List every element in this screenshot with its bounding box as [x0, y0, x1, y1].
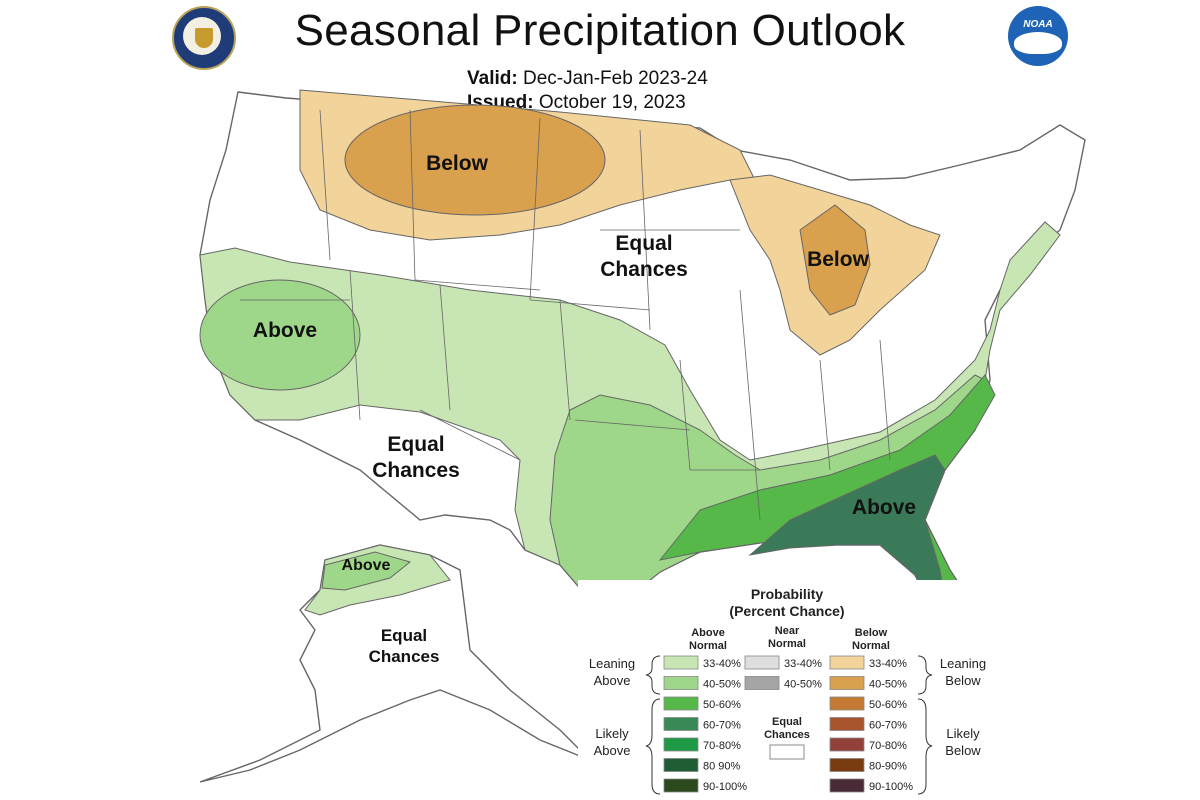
region-above-60-70 — [748, 454, 946, 606]
legend-title-1: Probability — [751, 586, 824, 602]
legend-below-swatch — [829, 696, 865, 711]
legend-col-above-1: Above — [691, 627, 725, 639]
legend-below-label: 40-50% — [869, 679, 907, 691]
label-above-alaska: Above — [342, 557, 391, 574]
legend-above-swatch — [663, 655, 699, 670]
legend-near-swatch — [744, 676, 780, 690]
noaa-wave-icon — [1014, 32, 1062, 54]
issued-value: October 19, 2023 — [538, 92, 686, 113]
legend-likely-above-2: Above — [594, 743, 631, 758]
legend-near-label: 40-50% — [784, 679, 822, 691]
label-equal-alaska-2: Chances — [369, 647, 440, 666]
label-equal-southwest-1: Equal — [387, 433, 444, 456]
legend-col-near-1: Near — [775, 625, 800, 637]
legend-above-label: 70-80% — [703, 740, 741, 752]
noaa-logo-text: NOAA — [1023, 19, 1053, 30]
legend-background — [578, 580, 998, 798]
legend-below-swatch — [829, 717, 865, 731]
legend-above-swatch — [663, 737, 699, 752]
legend-title-2: (Percent Chance) — [729, 603, 844, 619]
alaska-outline — [199, 544, 591, 783]
region-below-40-50-north — [344, 104, 606, 216]
label-below-north: Below — [426, 152, 489, 175]
legend-braces — [645, 655, 933, 795]
commerce-seal-logo — [172, 6, 236, 70]
legend-above-label: 40-50% — [703, 679, 741, 691]
legend-below-swatch — [829, 676, 865, 690]
seal-shield-icon — [195, 28, 213, 48]
page-title: Seasonal Precipitation Outlook — [294, 6, 906, 55]
legend-below-swatch — [829, 758, 865, 772]
legend-above-label: 90-100% — [703, 781, 747, 793]
legend-equal-swatch — [769, 744, 805, 760]
label-equal-central-2: Chances — [600, 258, 688, 281]
label-above-west: Above — [253, 319, 317, 342]
legend-above-swatch — [663, 696, 699, 711]
legend-col-below-1: Below — [855, 627, 888, 639]
legend-leaning-above-2: Above — [594, 673, 631, 688]
legend-likely-above-1: Likely — [595, 726, 629, 741]
legend-above-swatch — [663, 758, 699, 772]
legend-col-below-2: Normal — [852, 640, 890, 652]
legend-likely-below-2: Below — [945, 743, 981, 758]
legend-equal-1: Equal — [772, 716, 802, 728]
label-below-lakes: Below — [807, 248, 870, 271]
legend-col-near-2: Normal — [768, 638, 806, 650]
legend-col-above-2: Normal — [689, 640, 727, 652]
legend-below-label: 50-60% — [869, 699, 907, 711]
legend: Probability (Percent Chance) Above Norma… — [578, 580, 998, 798]
legend-near-rows: 33-40% 40-50% — [744, 655, 822, 691]
legend-above-swatch — [663, 778, 699, 793]
legend-below-label: 33-40% — [869, 658, 907, 670]
legend-below-label: 80-90% — [869, 761, 907, 773]
legend-below-swatch — [829, 737, 865, 752]
legend-below-swatch — [829, 655, 865, 670]
legend-near-swatch — [744, 655, 780, 670]
legend-below-rows: 33-40% 40-50% 50-60% 60-70% 70-80% 80-90% 90-1… — [829, 655, 913, 793]
region-alaska-above-40-50 — [321, 551, 412, 591]
label-equal-southwest-2: Chances — [372, 459, 460, 482]
state-borders — [240, 109, 891, 521]
legend-near-label: 33-40% — [784, 658, 822, 670]
region-below-40-50-lakes — [799, 204, 871, 316]
legend-above-swatch — [663, 717, 699, 731]
valid-label: Valid: — [467, 68, 518, 89]
legend-above-label: 50-60% — [703, 699, 741, 711]
legend-leaning-below-1: Leaning — [940, 656, 986, 671]
legend-above-label: 33-40% — [703, 658, 741, 670]
legend-below-swatch — [829, 778, 865, 793]
label-above-southeast: Above — [852, 496, 916, 519]
noaa-logo: NOAA — [1008, 6, 1068, 66]
legend-below-label: 90-100% — [869, 781, 913, 793]
region-above-40-50-west — [199, 279, 361, 391]
legend-leaning-above-1: Leaning — [589, 656, 635, 671]
legend-above-swatch — [663, 676, 699, 690]
label-equal-central-1: Equal — [615, 232, 672, 255]
legend-leaning-below-2: Below — [945, 673, 981, 688]
label-equal-alaska-1: Equal — [381, 626, 427, 645]
legend-below-label: 60-70% — [869, 720, 907, 732]
legend-above-rows: 33-40% 40-50% 50-60% 60-70% 70-80% 80 90% 90-1… — [663, 655, 747, 793]
valid-value: Dec-Jan-Feb 2023-24 — [522, 68, 708, 89]
legend-equal-2: Chances — [764, 729, 810, 741]
legend-above-label: 60-70% — [703, 720, 741, 732]
valid-period: Valid: Dec-Jan-Feb 2023-24 — [467, 68, 708, 90]
legend-above-label: 80 90% — [703, 761, 741, 773]
legend-likely-below-1: Likely — [946, 726, 980, 741]
legend-below-label: 70-80% — [869, 740, 907, 752]
